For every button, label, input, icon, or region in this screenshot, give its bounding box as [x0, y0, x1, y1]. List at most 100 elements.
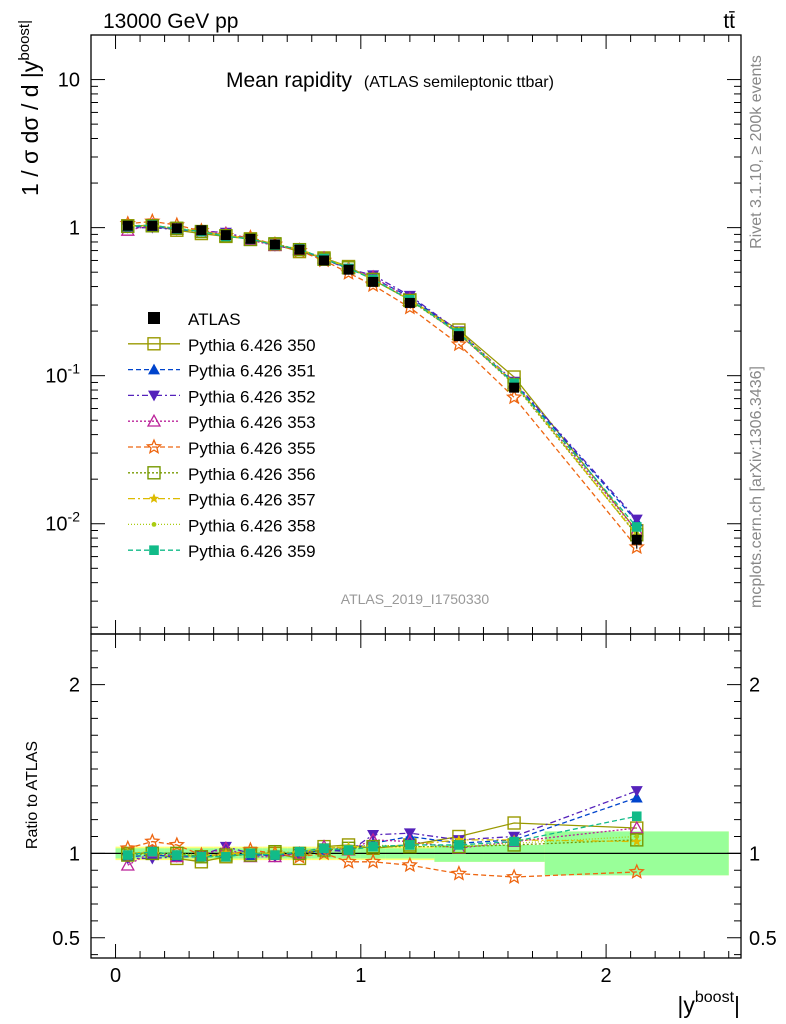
legend-358-marker [151, 522, 157, 527]
x-tick-label: 2 [601, 965, 612, 987]
series-356-point [292, 242, 307, 257]
series-357-ratio-point [631, 836, 642, 846]
main-plot: 10-2 10-1 1 10 [45, 34, 742, 958]
atlas-point [343, 264, 354, 275]
series-350-ratio-point [507, 816, 521, 830]
legend-355-marker [145, 438, 163, 454]
atlas-point [122, 220, 133, 231]
series-356-point [219, 229, 233, 243]
legend-351-label: Pythia 6.426 351 [188, 362, 316, 381]
source-label: mcplots.cern.ch [arXiv:1306.3436] [748, 366, 765, 608]
atlas-point [294, 244, 305, 255]
legend-359-marker [149, 545, 159, 555]
analysis-label: ATLAS_2019_I1750330 [341, 591, 490, 607]
y-tick-label: 1 [69, 218, 80, 240]
series-355-line [127, 220, 638, 548]
series-359-ratio-point [294, 846, 305, 857]
series-359-ratio-point [270, 850, 280, 860]
legend-350-label: Pythia 6.426 350 [188, 336, 316, 355]
series-359-ratio-point [147, 846, 158, 857]
x-axis-title: |yboost| [677, 989, 740, 1018]
series-355-ratio-point [144, 832, 161, 849]
ratio-y-tick-label: 2 [749, 675, 760, 697]
y-tick-label: 10-2 [45, 509, 80, 536]
series-355-ratio-point [628, 863, 645, 879]
series-355-ratio-point [401, 856, 419, 873]
series-353-ratio-point [120, 857, 135, 871]
series-359-line [127, 224, 638, 528]
series-352-ratio-point [367, 830, 380, 841]
y-axis-title: 1 / σ dσ / d |yboost| [16, 20, 43, 196]
atlas-point [404, 297, 415, 308]
series-359-ratio-point [368, 841, 378, 852]
legend-353-marker [146, 413, 162, 427]
atlas-point [171, 223, 182, 234]
series-359-ratio-point [122, 850, 133, 860]
ratio-axis-title: Ratio to ATLAS [24, 741, 41, 849]
series-359-ratio-point [172, 850, 182, 860]
y-tick-label: 10-1 [45, 361, 80, 388]
legend-355-label: Pythia 6.426 355 [188, 439, 316, 458]
series-352-ratio-point [630, 786, 643, 797]
series-359-ratio-point [245, 848, 256, 859]
chart-subtitle: (ATLAS semileptonic ttbar) [364, 74, 554, 91]
series-355-point [505, 388, 523, 405]
legend-356-marker [147, 466, 161, 480]
series-359-ratio-point [405, 840, 415, 850]
legend-marker-atlas [148, 312, 160, 324]
atlas-point [453, 331, 464, 342]
series-359-ratio-point [196, 851, 207, 862]
atlas-point [269, 239, 280, 250]
series-355-ratio-point [340, 853, 357, 869]
series-351-ratio-point [630, 791, 643, 803]
legend-350-marker [147, 337, 161, 351]
atlas-point [245, 233, 256, 244]
atlas-point [220, 230, 231, 241]
series-359-ratio-point [631, 811, 642, 822]
atlas-point [368, 276, 379, 287]
energy-label: 13000 GeV pp [103, 10, 238, 33]
series-352-point [630, 514, 643, 526]
legend-352-label: Pythia 6.426 352 [188, 387, 316, 406]
atlas-point [631, 534, 642, 545]
series-359-ratio-point [221, 851, 231, 862]
y-tick-label: 10 [58, 70, 80, 92]
chart-title: Mean rapidity (ATLAS semileptonic ttbar) [226, 69, 554, 92]
legend-357-marker [148, 493, 160, 503]
series-356-point [243, 232, 258, 247]
process-label: tt̄ [723, 10, 735, 33]
atlas-point [509, 382, 520, 393]
legend: ATLAS Pythia 6.426 350 Pythia 6.426 351 Pyt… [128, 310, 316, 561]
atlas-point [196, 225, 207, 236]
ratio-plot: 0.5 0.5 1 1 2 2 0 1 2 [52, 633, 777, 987]
legend-358-label: Pythia 6.426 358 [188, 516, 316, 535]
series-357-ratio-line [127, 839, 637, 858]
series-358-ratio-point [634, 834, 640, 839]
ratio-y-tick-label: 1 [69, 843, 80, 865]
series-355-point [628, 538, 645, 555]
series-357-line [127, 224, 638, 536]
ratio-frame [90, 633, 742, 959]
series-352-ratio-point [403, 828, 416, 840]
atlas-point [147, 220, 158, 231]
svg-text:1 / σ dσ / d |yboost|: 1 / σ dσ / d |yboost| [16, 20, 43, 196]
chart-title-main: Mean rapidity [226, 69, 353, 92]
series-356-ratio-point [630, 833, 644, 847]
series-359-ratio-point [509, 836, 519, 847]
x-tick-label: 1 [355, 965, 366, 987]
ratio-y-tick-label: 0.5 [749, 928, 777, 950]
series-355-ratio-point [505, 868, 523, 884]
ratio-y-tick-label: 2 [69, 675, 80, 697]
legend-356-label: Pythia 6.426 356 [188, 465, 316, 484]
series-353-line [127, 224, 638, 532]
series-355-ratio-point [364, 853, 382, 869]
series-355-point [450, 335, 468, 352]
legend-353-label: Pythia 6.426 353 [188, 413, 316, 432]
series-355-ratio-point [450, 865, 468, 881]
legend-label-atlas: ATLAS [188, 310, 241, 329]
x-tick-label: 0 [110, 965, 121, 987]
series-359-point [631, 522, 642, 532]
legend-351-marker [148, 363, 160, 375]
series-359-ratio-point [343, 845, 354, 855]
